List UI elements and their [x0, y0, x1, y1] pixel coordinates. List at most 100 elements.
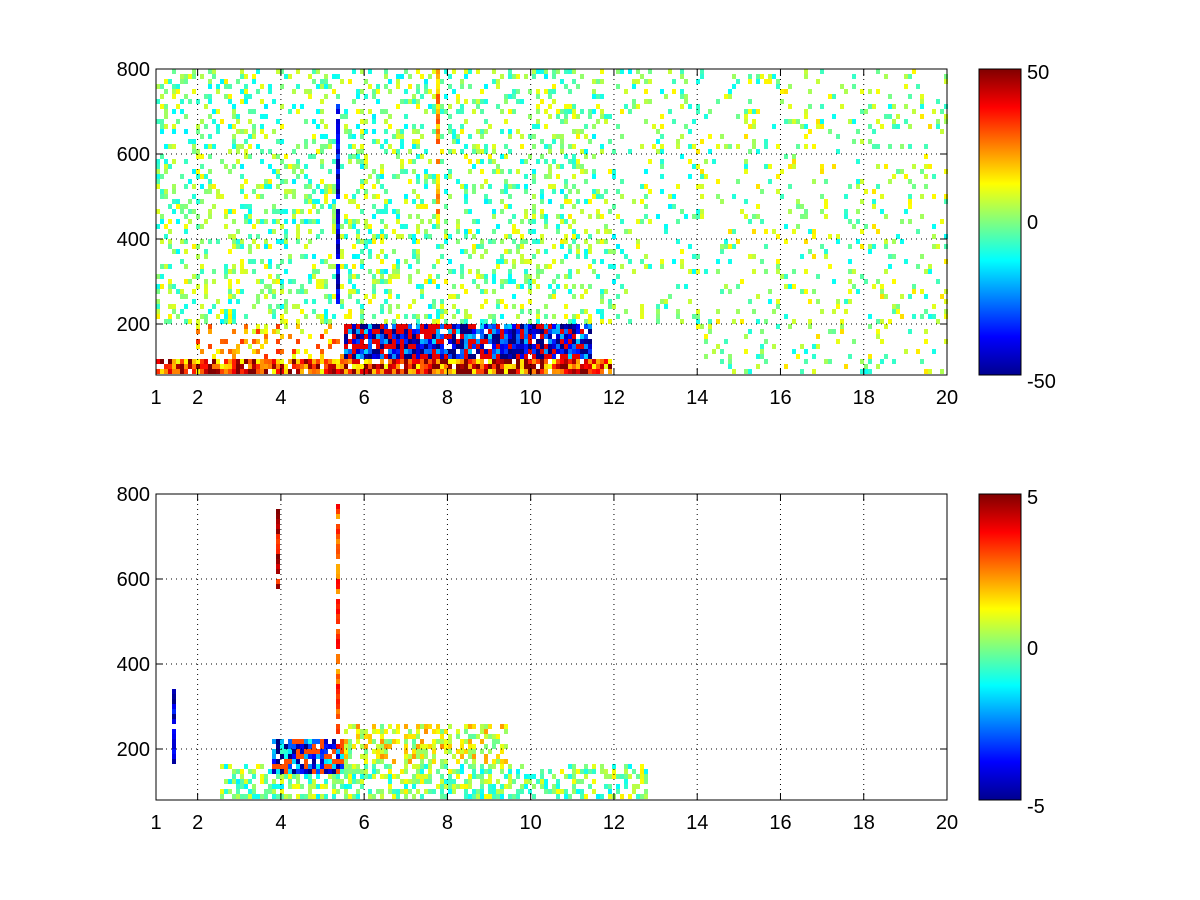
x-tick-label: 12 [603, 812, 625, 834]
heatmap-cell [868, 369, 872, 374]
heatmap-cell [888, 179, 892, 184]
heatmap-cell [404, 734, 408, 739]
heatmap-cell [460, 739, 464, 744]
heatmap-cell [356, 229, 360, 234]
heatmap-cell [488, 789, 492, 794]
heatmap-cell [716, 179, 720, 184]
heatmap-cell [332, 749, 336, 754]
heatmap-cell [624, 309, 628, 314]
heatmap-cell [304, 174, 308, 179]
heatmap-cell [480, 769, 484, 774]
heatmap-cell [268, 229, 272, 234]
heatmap-cell [644, 99, 648, 104]
heatmap-cell [316, 359, 320, 364]
heatmap-cell [568, 269, 572, 274]
x-tick-label: 16 [769, 812, 791, 834]
heatmap-cell [304, 199, 308, 204]
heatmap-cell [900, 314, 904, 319]
heatmap-cell [364, 189, 368, 194]
heatmap-cell [540, 349, 544, 354]
heatmap-cell [376, 344, 380, 349]
heatmap-cell [492, 369, 496, 374]
heatmap-cell [480, 729, 484, 734]
heatmap-cell [576, 359, 580, 364]
heatmap-cell [168, 244, 172, 249]
heatmap-cell [352, 329, 356, 334]
heatmap-cell [764, 229, 768, 234]
heatmap-cell [576, 114, 580, 119]
heatmap-cell [256, 234, 260, 239]
heatmap-cell [728, 289, 732, 294]
heatmap-cell [592, 769, 596, 774]
heatmap-cell [580, 364, 584, 369]
heatmap-cell [456, 769, 460, 774]
heatmap-cell [276, 514, 280, 519]
heatmap-cell [892, 279, 896, 284]
heatmap-cell [296, 304, 300, 309]
heatmap-cell [536, 359, 540, 364]
heatmap-cell [928, 164, 932, 169]
heatmap-cell [532, 179, 536, 184]
heatmap-cell [892, 254, 896, 259]
heatmap-cell [580, 349, 584, 354]
heatmap-cell [276, 509, 280, 514]
heatmap-cell [944, 119, 948, 124]
heatmap-cell [864, 364, 868, 369]
heatmap-cell [296, 234, 300, 239]
heatmap-cell [328, 364, 332, 369]
heatmap-cell [340, 249, 344, 254]
heatmap-cell [348, 199, 352, 204]
heatmap-cell [808, 324, 812, 329]
heatmap-cell [544, 219, 548, 224]
heatmap-cell [192, 364, 196, 369]
heatmap-cell [256, 294, 260, 299]
heatmap-cell [440, 159, 444, 164]
heatmap-cell [468, 794, 472, 799]
heatmap-cell [544, 354, 548, 359]
heatmap-cell [180, 79, 184, 84]
heatmap-cell [260, 159, 264, 164]
heatmap-cell [588, 364, 592, 369]
heatmap-cell [936, 119, 940, 124]
heatmap-cell [584, 364, 588, 369]
heatmap-cell [492, 279, 496, 284]
heatmap-cell [520, 259, 524, 264]
heatmap-cell [328, 774, 332, 779]
heatmap-cell [308, 194, 312, 199]
heatmap-cell [532, 239, 536, 244]
heatmap-cell [448, 169, 452, 174]
heatmap-cell [568, 249, 572, 254]
heatmap-cell [380, 774, 384, 779]
heatmap-cell [756, 204, 760, 209]
heatmap-cell [224, 224, 228, 229]
heatmap-cell [860, 139, 864, 144]
heatmap-cell [376, 334, 380, 339]
heatmap-cell [408, 329, 412, 334]
heatmap-cell [392, 269, 396, 274]
heatmap-cell [552, 134, 556, 139]
heatmap-cell [504, 304, 508, 309]
heatmap-cell [536, 349, 540, 354]
heatmap-cell [396, 794, 400, 799]
heatmap-cell [680, 134, 684, 139]
heatmap-cell [660, 299, 664, 304]
heatmap-cell [644, 214, 648, 219]
heatmap-cell [944, 199, 948, 204]
heatmap-cell [464, 784, 468, 789]
heatmap-cell [728, 354, 732, 359]
heatmap-cell [472, 144, 476, 149]
heatmap-cell [436, 344, 440, 349]
heatmap-cell [304, 139, 308, 144]
heatmap-cell [300, 219, 304, 224]
heatmap-cell [352, 769, 356, 774]
heatmap-cell [540, 269, 544, 274]
heatmap-cell [212, 184, 216, 189]
heatmap-cell [572, 184, 576, 189]
heatmap-cell [556, 284, 560, 289]
heatmap-cell [292, 354, 296, 359]
heatmap-cell [924, 329, 928, 334]
heatmap-cell [556, 789, 560, 794]
heatmap-cell [440, 149, 444, 154]
heatmap-cell [536, 779, 540, 784]
